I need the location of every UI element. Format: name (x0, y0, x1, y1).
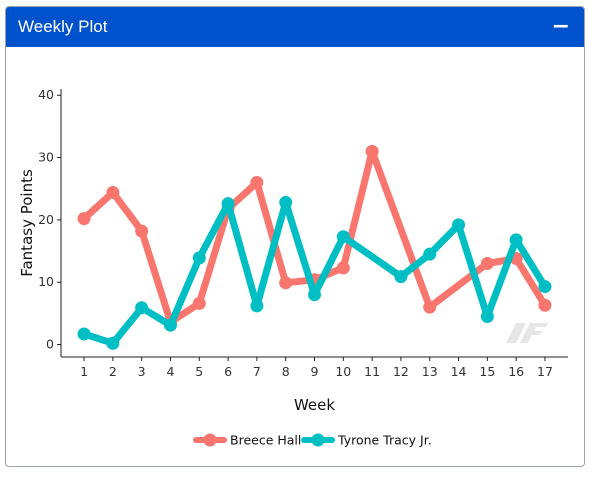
data-point-tyrone-tracy-jr (77, 327, 91, 341)
data-point-tyrone-tracy-jr (106, 336, 120, 350)
x-tick-label: 9 (311, 364, 319, 379)
x-tick-label: 16 (508, 364, 524, 379)
y-tick-label: 20 (38, 212, 54, 227)
data-point-tyrone-tracy-jr (480, 309, 494, 323)
legend-item-breece-hall: Breece Hall (193, 433, 301, 448)
data-point-breece-hall (336, 261, 350, 275)
legend-item-tyrone-tracy-jr: Tyrone Tracy Jr. (301, 433, 432, 448)
x-tick-label: 14 (451, 364, 467, 379)
series-breece-hall (77, 144, 552, 329)
data-point-tyrone-tracy-jr (135, 301, 149, 315)
data-point-tyrone-tracy-jr (221, 197, 235, 211)
x-tick-label: 5 (195, 364, 203, 379)
y-tick-label: 0 (46, 337, 54, 352)
data-point-breece-hall (423, 300, 437, 314)
x-tick-label: 11 (364, 364, 380, 379)
data-point-tyrone-tracy-jr (336, 230, 350, 244)
chart-legend: Breece Hall Tyrone Tracy Jr. (193, 433, 432, 448)
data-point-breece-hall (192, 296, 206, 310)
data-point-breece-hall (106, 185, 120, 199)
data-point-breece-hall (480, 257, 494, 271)
data-point-tyrone-tracy-jr (250, 299, 264, 313)
y-tick-label: 30 (38, 150, 54, 165)
data-point-tyrone-tracy-jr (423, 247, 437, 261)
y-tick-label: 10 (38, 274, 54, 289)
series-tyrone-tracy-jr (77, 195, 552, 350)
series-layer (77, 144, 552, 350)
data-point-breece-hall (365, 144, 379, 158)
chart-area: 0 10 20 30 40 1 2 3 4 5 6 7 8 9 10 11 12 13 14 15 16 17 Breec… (6, 47, 584, 466)
x-tick-label: 10 (335, 364, 351, 379)
x-tick-label: 8 (282, 364, 290, 379)
data-point-breece-hall (135, 224, 149, 238)
y-tick-label: 40 (38, 87, 54, 102)
x-tick-label: 15 (479, 364, 495, 379)
y-axis-title: Fantasy Points (18, 169, 36, 277)
data-point-tyrone-tracy-jr (163, 318, 177, 332)
x-tick-label: 13 (422, 364, 438, 379)
data-point-tyrone-tracy-jr (452, 218, 466, 232)
data-point-tyrone-tracy-jr (308, 288, 321, 302)
weekly-plot-panel: Weekly Plot − 0 10 20 30 40 1 2 3 4 5 6 7 8 9 10 11 12 13… (5, 6, 585, 467)
legend-label: Breece Hall (230, 433, 301, 448)
x-tick-label: 2 (109, 364, 117, 379)
legend-swatch-marker (203, 433, 217, 447)
x-tick-label: 4 (166, 364, 174, 379)
x-tick-label: 1 (80, 364, 88, 379)
data-point-tyrone-tracy-jr (509, 233, 523, 247)
x-tick-label: 12 (393, 364, 409, 379)
x-tick-label: 6 (224, 364, 232, 379)
data-point-tyrone-tracy-jr (192, 251, 206, 265)
data-point-breece-hall (279, 276, 293, 290)
x-tick-label: 17 (537, 364, 553, 379)
x-axis-title: Week (294, 396, 335, 414)
x-tick-label: 3 (138, 364, 146, 379)
watermark-logo (506, 323, 548, 343)
data-point-tyrone-tracy-jr (538, 280, 552, 294)
panel-title: Weekly Plot (18, 17, 108, 36)
data-point-tyrone-tracy-jr (394, 270, 408, 284)
legend-label: Tyrone Tracy Jr. (337, 433, 432, 448)
data-point-breece-hall (538, 298, 552, 312)
collapse-button[interactable]: − (551, 14, 570, 39)
legend-swatch-marker (311, 433, 325, 447)
series-line-tyrone-tracy-jr (80, 198, 549, 347)
data-point-breece-hall (250, 175, 264, 189)
panel-header: Weekly Plot − (6, 7, 584, 47)
data-point-breece-hall (77, 212, 91, 226)
x-tick-label: 7 (253, 364, 261, 379)
data-point-tyrone-tracy-jr (279, 195, 293, 209)
